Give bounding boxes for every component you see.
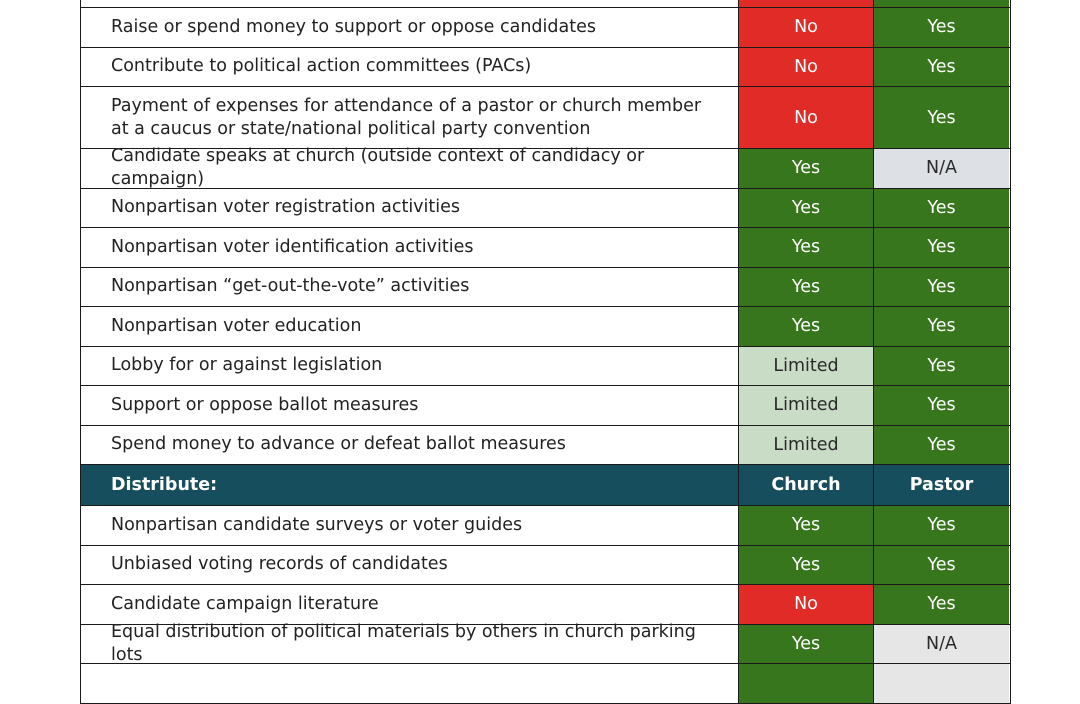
pastor-status-cell: Yes: [874, 267, 1009, 306]
table-row: Unbiased voting records of candidates Yes…: [81, 545, 1010, 585]
activity-label: Unbiased voting records of candidates: [81, 545, 739, 584]
table-row: [81, 0, 1010, 8]
pastor-status-cell: [874, 664, 1009, 703]
political-activity-table: Raise or spend money to support or oppos…: [80, 0, 1011, 704]
church-status-cell: Yes: [739, 267, 874, 306]
activity-label: Nonpartisan voter registration activitie…: [81, 188, 739, 227]
pastor-status-cell: N/A: [874, 149, 1009, 188]
activity-label: [81, 0, 739, 7]
church-status-cell: Yes: [739, 228, 874, 267]
pastor-status-cell: Yes: [874, 228, 1009, 267]
church-status-cell: No: [739, 47, 874, 86]
pastor-status-cell: N/A: [874, 624, 1009, 663]
activity-label: Support or oppose ballot measures: [81, 386, 739, 425]
table-row: Candidate speaks at church (outside cont…: [81, 146, 1010, 189]
pastor-status-cell: Yes: [874, 425, 1009, 464]
table-row: Nonpartisan voter education Yes Yes: [81, 307, 1010, 347]
church-status-cell: Limited: [739, 425, 874, 464]
pastor-status-cell: Yes: [874, 346, 1009, 385]
activity-label: Candidate campaign literature: [81, 585, 739, 624]
table-row: [81, 664, 1010, 704]
activity-label: Nonpartisan voter identification activit…: [81, 228, 739, 267]
church-status-cell: Yes: [739, 624, 874, 663]
pastor-status-cell: Yes: [874, 506, 1009, 545]
church-status-cell: Yes: [739, 188, 874, 227]
table-row: Equal distribution of political material…: [81, 622, 1010, 665]
activity-label: Nonpartisan “get-out-the-vote” activitie…: [81, 267, 739, 306]
activity-label: Candidate speaks at church (outside cont…: [81, 146, 739, 189]
table-row: Lobby for or against legislation Limited Y…: [81, 346, 1010, 386]
pastor-column-header: Pastor: [874, 465, 1009, 505]
table-row: Contribute to political action committee…: [81, 47, 1010, 87]
church-status-cell: No: [739, 8, 874, 47]
church-status-cell: No: [739, 585, 874, 624]
pastor-status-cell: Yes: [874, 545, 1009, 584]
church-status-cell: No: [739, 87, 874, 148]
pastor-status-cell: Yes: [874, 47, 1009, 86]
activity-label: Payment of expenses for attendance of a …: [81, 87, 739, 148]
table-row: Candidate campaign literature No Yes: [81, 585, 1010, 625]
section-title: Distribute:: [81, 465, 739, 505]
pastor-status-cell: Yes: [874, 386, 1009, 425]
church-status-cell: Yes: [739, 149, 874, 188]
activity-label: Spend money to advance or defeat ballot …: [81, 425, 739, 464]
church-status-cell: Limited: [739, 346, 874, 385]
activity-label: Lobby for or against legislation: [81, 346, 739, 385]
table-row: Raise or spend money to support or oppos…: [81, 8, 1010, 48]
church-column-header: Church: [739, 465, 874, 505]
church-status-cell: [739, 664, 874, 703]
table-row: Spend money to advance or defeat ballot …: [81, 425, 1010, 465]
activity-label: Nonpartisan voter education: [81, 307, 739, 346]
pastor-status-cell: Yes: [874, 307, 1009, 346]
pastor-status-cell: [874, 0, 1009, 7]
table-row: Payment of expenses for attendance of a …: [81, 87, 1010, 149]
table-row: Nonpartisan voter registration activitie…: [81, 188, 1010, 228]
activity-label: Nonpartisan candidate surveys or voter g…: [81, 506, 739, 545]
table-row: Nonpartisan voter identification activit…: [81, 228, 1010, 268]
pastor-status-cell: Yes: [874, 8, 1009, 47]
activity-label: Equal distribution of political material…: [81, 622, 739, 665]
table-row: Nonpartisan candidate surveys or voter g…: [81, 506, 1010, 546]
church-status-cell: Limited: [739, 386, 874, 425]
table-row: Support or oppose ballot measures Limited…: [81, 386, 1010, 426]
church-status-cell: Yes: [739, 545, 874, 584]
pastor-status-cell: Yes: [874, 188, 1009, 227]
pastor-status-cell: Yes: [874, 87, 1009, 148]
pastor-status-cell: Yes: [874, 585, 1009, 624]
activity-label: Raise or spend money to support or oppos…: [81, 8, 739, 47]
table-row: Nonpartisan “get-out-the-vote” activitie…: [81, 267, 1010, 307]
church-status-cell: Yes: [739, 307, 874, 346]
church-status-cell: [739, 0, 874, 7]
activity-label: [81, 664, 739, 703]
section-header-distribute: Distribute: Church Pastor: [81, 465, 1010, 506]
activity-label: Contribute to political action committee…: [81, 47, 739, 86]
church-status-cell: Yes: [739, 506, 874, 545]
